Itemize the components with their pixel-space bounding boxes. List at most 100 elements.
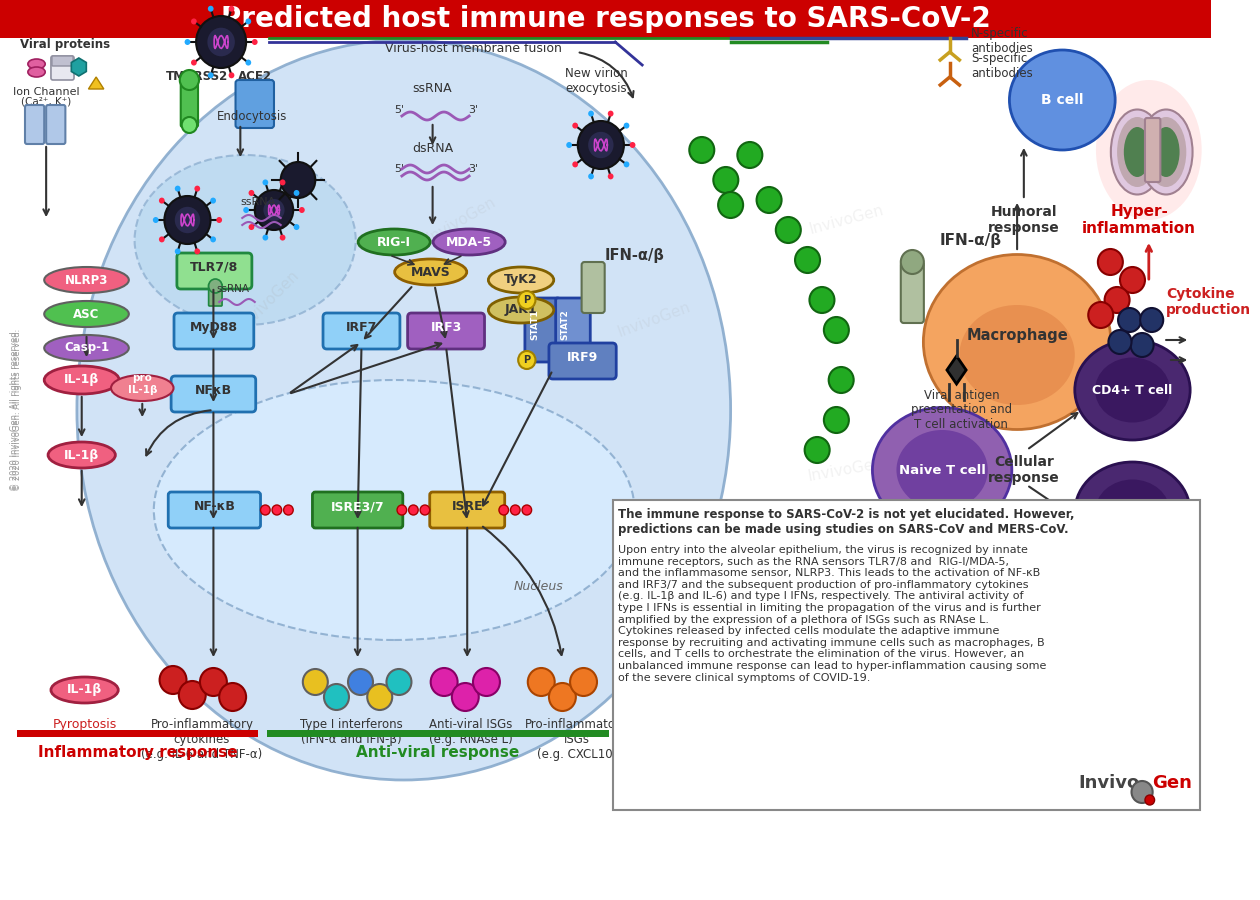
Text: Type I interferons
(IFN-α and IFN-β): Type I interferons (IFN-α and IFN-β)	[300, 718, 402, 746]
Text: InvivoGen: InvivoGen	[806, 202, 885, 238]
Circle shape	[624, 122, 630, 129]
Circle shape	[578, 121, 624, 169]
Circle shape	[284, 505, 294, 515]
Circle shape	[1120, 267, 1145, 293]
Circle shape	[588, 174, 593, 179]
Circle shape	[607, 174, 614, 179]
Ellipse shape	[44, 267, 129, 293]
FancyBboxPatch shape	[430, 492, 505, 528]
Text: ACE2: ACE2	[238, 70, 272, 83]
Text: STAT1: STAT1	[530, 310, 539, 340]
Text: CD8+ T cell: CD8+ T cell	[1092, 506, 1173, 518]
FancyBboxPatch shape	[1145, 118, 1160, 182]
Text: TLR7/8: TLR7/8	[190, 261, 238, 274]
Circle shape	[294, 190, 300, 196]
Text: Cytokine
production: Cytokine production	[1166, 287, 1251, 317]
Circle shape	[180, 70, 199, 90]
Ellipse shape	[28, 67, 45, 77]
Circle shape	[228, 5, 234, 12]
Circle shape	[194, 248, 200, 255]
Circle shape	[281, 162, 315, 198]
Text: IL-1β: IL-1β	[67, 683, 102, 697]
Text: 3': 3'	[467, 105, 478, 115]
Text: ASC: ASC	[73, 308, 100, 320]
Ellipse shape	[489, 267, 553, 293]
Circle shape	[280, 179, 286, 185]
FancyBboxPatch shape	[267, 730, 609, 737]
Circle shape	[192, 59, 197, 66]
Ellipse shape	[1140, 110, 1192, 194]
Text: InvivoGen: InvivoGen	[806, 456, 885, 484]
Ellipse shape	[44, 335, 129, 361]
Text: dsRNA: dsRNA	[412, 142, 454, 155]
FancyBboxPatch shape	[209, 284, 222, 306]
Ellipse shape	[924, 255, 1111, 429]
FancyBboxPatch shape	[171, 376, 256, 412]
Ellipse shape	[111, 375, 174, 401]
Text: B cell: B cell	[1041, 93, 1084, 107]
Text: IRF9: IRF9	[567, 351, 598, 364]
Text: Nucleus: Nucleus	[514, 580, 563, 593]
Circle shape	[248, 224, 255, 230]
Circle shape	[179, 681, 205, 709]
Text: InvivoGen: InvivoGen	[615, 300, 692, 340]
Ellipse shape	[1009, 50, 1115, 150]
Circle shape	[184, 39, 190, 45]
Text: Viral proteins: Viral proteins	[20, 38, 111, 51]
Text: Invivo: Invivo	[1079, 774, 1139, 792]
Circle shape	[248, 190, 255, 196]
FancyBboxPatch shape	[582, 262, 605, 313]
Text: ssRNA: ssRNA	[241, 197, 276, 207]
Circle shape	[159, 237, 165, 242]
Circle shape	[518, 291, 536, 309]
Text: Anti-viral response: Anti-viral response	[355, 744, 519, 760]
Ellipse shape	[959, 305, 1075, 405]
FancyBboxPatch shape	[25, 105, 44, 144]
Circle shape	[261, 505, 270, 515]
Circle shape	[901, 250, 924, 274]
Circle shape	[262, 179, 268, 185]
Polygon shape	[88, 77, 103, 89]
Circle shape	[566, 142, 572, 148]
Text: MAVS: MAVS	[411, 266, 451, 278]
FancyBboxPatch shape	[169, 492, 261, 528]
Text: © 2020 InvivoGen. All rights reserved.: © 2020 InvivoGen. All rights reserved.	[10, 328, 19, 491]
Circle shape	[737, 142, 762, 168]
Text: Cellular
response: Cellular response	[988, 454, 1060, 485]
Text: Upon entry into the alveolar epithelium, the virus is recognized by innate
immun: Upon entry into the alveolar epithelium,…	[619, 545, 1047, 682]
Text: Virus-host membrane fusion: Virus-host membrane fusion	[384, 42, 562, 55]
Text: (Ca²⁺, K⁺): (Ca²⁺, K⁺)	[21, 97, 72, 107]
Circle shape	[570, 668, 597, 696]
Circle shape	[1089, 302, 1114, 328]
Text: IFN-γ: IFN-γ	[1150, 548, 1194, 563]
Circle shape	[208, 5, 214, 12]
Circle shape	[175, 185, 180, 192]
Circle shape	[348, 669, 373, 695]
Circle shape	[197, 16, 246, 68]
Text: TMPRSS2: TMPRSS2	[166, 70, 228, 83]
Text: IFN-α/β: IFN-α/β	[940, 233, 1002, 248]
Circle shape	[160, 666, 186, 694]
Ellipse shape	[1096, 80, 1202, 220]
Circle shape	[252, 39, 257, 45]
Circle shape	[397, 505, 407, 515]
Circle shape	[420, 505, 430, 515]
Text: pro
IL-1β: pro IL-1β	[127, 374, 158, 395]
Circle shape	[809, 287, 834, 313]
Circle shape	[1097, 249, 1123, 275]
Circle shape	[1130, 333, 1154, 357]
Text: IL-1β: IL-1β	[64, 374, 100, 386]
Ellipse shape	[1153, 127, 1179, 177]
Circle shape	[824, 317, 849, 343]
Ellipse shape	[1118, 117, 1158, 187]
Circle shape	[824, 407, 849, 433]
FancyBboxPatch shape	[180, 81, 198, 127]
Circle shape	[208, 72, 214, 78]
Text: Pyroptosis: Pyroptosis	[53, 718, 117, 731]
Text: S-specific
antibodies: S-specific antibodies	[971, 52, 1033, 80]
Text: Predicted host immune responses to SARS-CoV-2: Predicted host immune responses to SARS-…	[220, 5, 990, 33]
Circle shape	[263, 199, 285, 221]
Circle shape	[209, 279, 222, 293]
Circle shape	[776, 217, 801, 243]
Circle shape	[280, 235, 286, 240]
